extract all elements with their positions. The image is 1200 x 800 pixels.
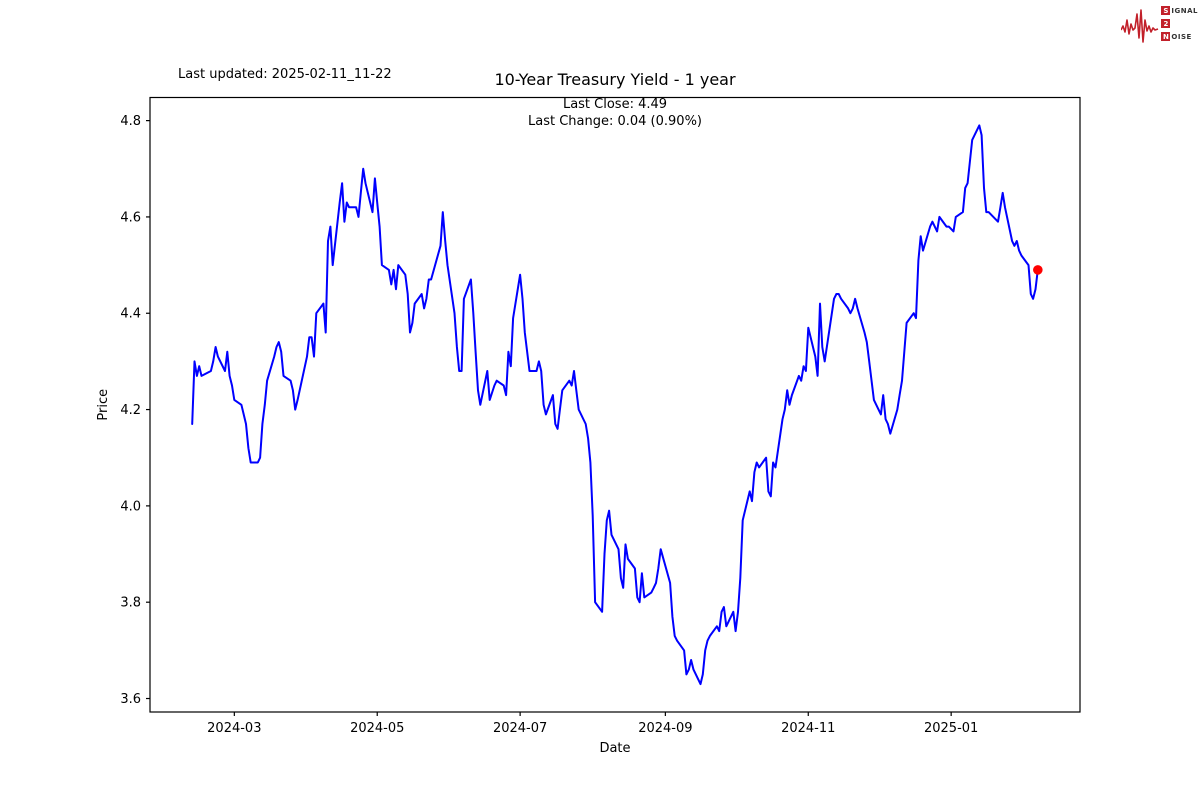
x-tick-label: 2025-01 bbox=[924, 721, 978, 736]
logo-row-noise: N OISE bbox=[1161, 30, 1198, 43]
logo-letterbox-2: 2 bbox=[1161, 19, 1171, 28]
last-close-marker bbox=[1033, 265, 1043, 275]
logo-letterbox-s: S bbox=[1161, 6, 1171, 15]
y-tick-label: 4.8 bbox=[120, 114, 141, 129]
y-tick-label: 4.2 bbox=[120, 403, 141, 418]
logo-rest-oise: OISE bbox=[1171, 32, 1192, 41]
logo-rest-ignal: IGNAL bbox=[1171, 6, 1198, 15]
x-tick-label: 2024-07 bbox=[493, 721, 547, 736]
y-axis-label: Price bbox=[96, 389, 111, 421]
y-tick-label: 3.8 bbox=[120, 596, 141, 611]
y-tick-label: 4.4 bbox=[120, 307, 141, 322]
x-tick-label: 2024-05 bbox=[350, 721, 404, 736]
chart-subtitle-last-change: Last Change: 0.04 (0.90%) bbox=[527, 114, 702, 129]
logo-row-2: 2 bbox=[1161, 17, 1198, 30]
chart-subtitle-last-close: Last Close: 4.49 bbox=[562, 97, 668, 112]
plot-frame bbox=[149, 96, 1081, 713]
last-updated-text: Last updated: 2025-02-11_11-22 bbox=[178, 67, 392, 82]
logo-row-signal: S IGNAL bbox=[1161, 4, 1198, 17]
x-tick-label: 2024-03 bbox=[207, 721, 261, 736]
yield-line-series bbox=[191, 124, 1039, 686]
logo-letterbox-n: N bbox=[1161, 32, 1171, 41]
x-axis-label: Date bbox=[599, 741, 630, 756]
ecg-waveform-icon bbox=[1121, 9, 1159, 43]
chart-title: 10-Year Treasury Yield - 1 year bbox=[494, 70, 736, 89]
x-tick-label: 2024-11 bbox=[781, 721, 835, 736]
y-tick-label: 4.0 bbox=[120, 499, 141, 514]
y-tick-label: 3.6 bbox=[120, 692, 141, 707]
logo-text: S IGNAL 2 N OISE bbox=[1161, 4, 1198, 43]
signal2noise-logo: S IGNAL 2 N OISE bbox=[1121, 4, 1198, 48]
y-tick-label: 4.6 bbox=[120, 210, 141, 225]
x-tick-label: 2024-09 bbox=[638, 721, 692, 736]
